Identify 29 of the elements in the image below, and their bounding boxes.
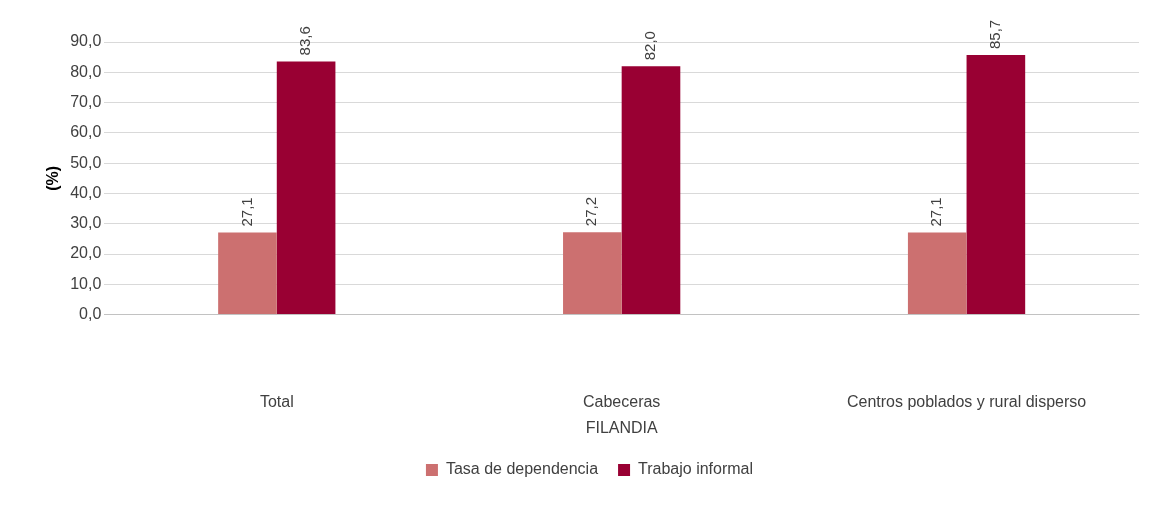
y-tick-label: 40,0 — [70, 183, 102, 201]
legend-label: Tasa de dependencia — [445, 460, 599, 478]
bar — [621, 66, 681, 315]
bar — [966, 55, 1026, 315]
y-tick-label: 70,0 — [70, 92, 102, 110]
y-axis-title: (%) — [44, 165, 62, 191]
y-tick-label: 90,0 — [70, 32, 102, 50]
data-label: 27,2 — [582, 197, 600, 227]
y-tick-label: 20,0 — [70, 244, 102, 262]
data-label: 85,7 — [986, 19, 1004, 50]
bar — [907, 232, 967, 315]
data-label: 83,6 — [296, 26, 314, 56]
y-tick-label: 10,0 — [70, 274, 102, 292]
y-tick-label: 0,0 — [79, 305, 102, 323]
data-label: 27,1 — [237, 197, 255, 227]
x-tick-label: Total — [259, 392, 294, 410]
y-tick-label: 60,0 — [70, 123, 102, 141]
bar — [563, 232, 622, 315]
bar — [218, 232, 277, 315]
y-tick-label: 80,0 — [70, 62, 102, 80]
y-tick-label: 50,0 — [70, 153, 102, 171]
legend-label: Trabajo informal — [638, 460, 754, 478]
x-tick-label: Centros poblados y rural disperso — [846, 392, 1087, 410]
x-axis-title: FILANDIA — [585, 418, 659, 436]
bar — [276, 61, 336, 315]
data-label: 27,1 — [927, 197, 945, 227]
data-label: 82,0 — [641, 31, 659, 61]
x-tick-label: Cabeceras — [582, 392, 661, 410]
y-tick-label: 30,0 — [70, 214, 102, 232]
